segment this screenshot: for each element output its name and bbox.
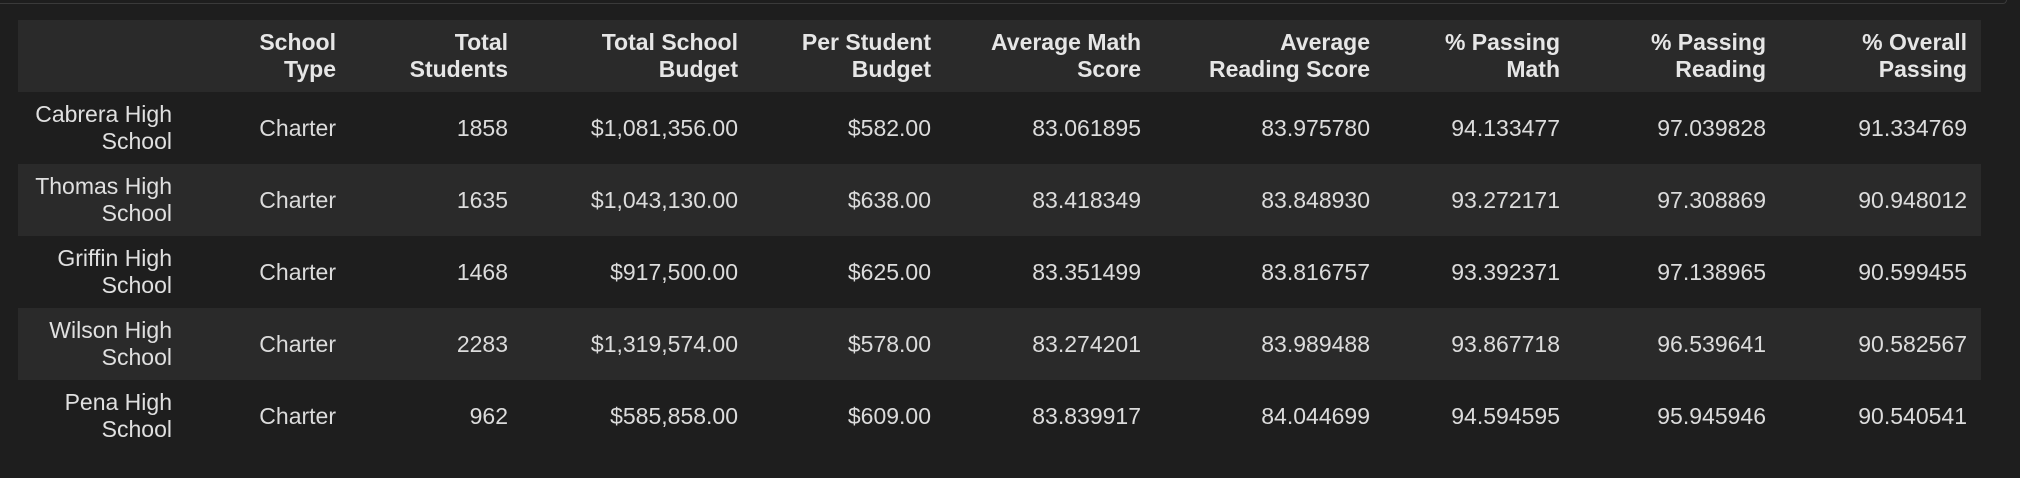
- table-cell: Charter: [259, 258, 336, 285]
- column-header-line: Total School: [601, 29, 738, 55]
- column-header-line: Per Student: [801, 29, 931, 55]
- row-index-line: Wilson High: [49, 317, 172, 343]
- row-index-line: School: [101, 128, 172, 154]
- table-cell: 1858: [456, 114, 508, 141]
- table-cell: 83.816757: [1261, 258, 1370, 285]
- row-index-line: Pena High: [64, 389, 172, 415]
- table-cell: 90.582567: [1858, 330, 1967, 357]
- table-cell: 83.061895: [1032, 114, 1141, 141]
- column-header-line: School: [259, 29, 336, 55]
- table-cell: 83.351499: [1032, 258, 1141, 285]
- row-index-label: Griffin High School: [18, 236, 186, 308]
- table-cell: 83.989488: [1261, 330, 1370, 357]
- column-header-average-reading-score: Average Reading Score: [1155, 20, 1384, 92]
- table-cell: 94.594595: [1451, 402, 1560, 429]
- row-index-label: Wilson High School: [18, 308, 186, 380]
- table-body: Cabrera High School Charter 1858 $1,081,…: [18, 92, 1981, 452]
- row-index-line: Thomas High: [35, 173, 172, 199]
- table-cell: 90.599455: [1858, 258, 1967, 285]
- row-index-label: Thomas High School: [18, 164, 186, 236]
- column-header-passing-reading: % Passing Reading: [1574, 20, 1780, 92]
- row-index-label: Pena High School: [18, 380, 186, 452]
- table-cell: 91.334769: [1858, 114, 1967, 141]
- table-cell: 90.948012: [1858, 186, 1967, 213]
- table-cell: 1468: [456, 258, 508, 285]
- table-cell: 962: [469, 402, 508, 429]
- column-header-per-student-budget: Per Student Budget: [752, 20, 945, 92]
- table-row: Wilson High School Charter 2283 $1,319,5…: [18, 308, 1981, 380]
- table-row: Cabrera High School Charter 1858 $1,081,…: [18, 92, 1981, 164]
- row-index-label: Cabrera High School: [18, 92, 186, 164]
- column-header-line: Budget: [851, 56, 931, 82]
- table-cell: $609.00: [847, 402, 931, 429]
- table-cell: 83.274201: [1032, 330, 1141, 357]
- column-header-line: Reading: [1675, 56, 1766, 82]
- table-cell: 93.867718: [1451, 330, 1560, 357]
- table-cell: 97.138965: [1657, 258, 1766, 285]
- table-cell: 93.272171: [1451, 186, 1560, 213]
- table-cell: 1635: [456, 186, 508, 213]
- column-header-line: Score: [1077, 56, 1141, 82]
- table-cell: $578.00: [847, 330, 931, 357]
- table-cell: $638.00: [847, 186, 931, 213]
- table-cell: 94.133477: [1451, 114, 1560, 141]
- column-header-line: Passing: [1878, 56, 1967, 82]
- column-header-school-type: School Type: [186, 20, 350, 92]
- column-header-line: Type: [284, 56, 336, 82]
- table-row: Pena High School Charter 962 $585,858.00…: [18, 380, 1981, 452]
- table-cell: 83.848930: [1261, 186, 1370, 213]
- table-cell: 97.308869: [1657, 186, 1766, 213]
- column-header-line: % Passing: [1444, 29, 1560, 55]
- table-cell: Charter: [259, 330, 336, 357]
- column-header-line: Average: [1280, 29, 1370, 55]
- header-row: School Type Total Students Total School …: [18, 20, 1981, 92]
- table-cell: 83.418349: [1032, 186, 1141, 213]
- row-index-line: School: [101, 272, 172, 298]
- table-row: Thomas High School Charter 1635 $1,043,1…: [18, 164, 1981, 236]
- table-cell: $1,043,130.00: [590, 186, 738, 213]
- row-index-line: Cabrera High: [35, 101, 172, 127]
- column-header-total-school-budget: Total School Budget: [522, 20, 752, 92]
- table-cell: $1,081,356.00: [590, 114, 738, 141]
- index-header: [18, 20, 186, 92]
- table-cell: 93.392371: [1451, 258, 1560, 285]
- cell-output-divider: [0, 0, 2007, 4]
- table-cell: 83.975780: [1261, 114, 1370, 141]
- column-header-line: % Overall: [1862, 29, 1967, 55]
- column-header-passing-math: % Passing Math: [1384, 20, 1574, 92]
- column-header-line: Students: [409, 56, 508, 82]
- column-header-line: % Passing: [1650, 29, 1766, 55]
- table-cell: 84.044699: [1261, 402, 1370, 429]
- table-cell: 95.945946: [1657, 402, 1766, 429]
- column-header-line: Reading Score: [1208, 56, 1370, 82]
- column-header-overall-passing: % Overall Passing: [1780, 20, 1981, 92]
- column-header-line: Math: [1506, 56, 1560, 82]
- row-index-line: School: [101, 344, 172, 370]
- table-cell: 90.540541: [1858, 402, 1967, 429]
- column-header-total-students: Total Students: [350, 20, 522, 92]
- cell-output-area: School Type Total Students Total School …: [18, 20, 1981, 452]
- table-row: Griffin High School Charter 1468 $917,50…: [18, 236, 1981, 308]
- table-cell: $1,319,574.00: [590, 330, 738, 357]
- column-header-line: Average Math: [991, 29, 1141, 55]
- table-cell: $582.00: [847, 114, 931, 141]
- table-cell: $625.00: [847, 258, 931, 285]
- row-index-line: Griffin High: [57, 245, 172, 271]
- table-cell: Charter: [259, 186, 336, 213]
- table-cell: Charter: [259, 402, 336, 429]
- table-cell: Charter: [259, 114, 336, 141]
- column-header-average-math-score: Average Math Score: [945, 20, 1155, 92]
- table-cell: 96.539641: [1657, 330, 1766, 357]
- table-cell: $917,500.00: [610, 258, 738, 285]
- row-index-line: School: [101, 416, 172, 442]
- table-cell: 97.039828: [1657, 114, 1766, 141]
- table-cell: 83.839917: [1032, 402, 1141, 429]
- table-cell: 2283: [456, 330, 508, 357]
- row-index-line: School: [101, 200, 172, 226]
- column-header-line: Total: [454, 29, 508, 55]
- column-header-line: Budget: [658, 56, 738, 82]
- table-header: School Type Total Students Total School …: [18, 20, 1981, 92]
- dataframe-table: School Type Total Students Total School …: [18, 20, 1981, 452]
- table-cell: $585,858.00: [610, 402, 738, 429]
